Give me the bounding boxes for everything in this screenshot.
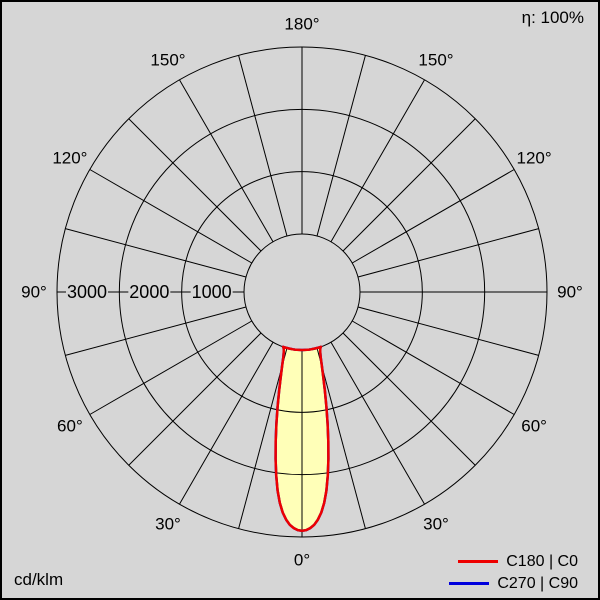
efficiency-label: η: 100% bbox=[521, 8, 584, 27]
angle-label: 60° bbox=[521, 417, 547, 436]
legend-line-blue-icon bbox=[449, 582, 490, 585]
angle-label: 180° bbox=[284, 15, 319, 34]
grid-spoke bbox=[65, 228, 247, 278]
grid-spoke bbox=[357, 228, 539, 278]
angle-label: 60° bbox=[57, 417, 83, 436]
legend-item-c180-c0: C180 | C0 bbox=[458, 552, 578, 571]
angle-label: 0° bbox=[294, 551, 310, 570]
angle-label: 120° bbox=[517, 149, 552, 168]
grid-hub-ring bbox=[243, 233, 361, 351]
grid-spoke bbox=[342, 332, 476, 466]
curve-c180-c0 bbox=[274, 345, 330, 533]
grid-spoke bbox=[65, 306, 247, 356]
grid-spoke bbox=[342, 118, 476, 252]
grid-spoke bbox=[128, 118, 262, 252]
radial-scale-label: 3000 bbox=[67, 282, 107, 302]
unit-label: cd/klm bbox=[14, 570, 64, 589]
radial-scale-label-bg bbox=[128, 284, 171, 300]
grid-spoke bbox=[357, 306, 539, 356]
angle-label: 30° bbox=[155, 515, 181, 534]
radial-scale-label: 2000 bbox=[129, 282, 169, 302]
grid-spoke bbox=[238, 55, 288, 237]
radial-scale-label-bg bbox=[190, 284, 233, 300]
grid-spoke bbox=[128, 332, 262, 466]
angle-label: 90° bbox=[21, 283, 47, 302]
legend-line-red-icon bbox=[458, 560, 499, 563]
angle-label: 150° bbox=[150, 50, 185, 69]
angle-label: 120° bbox=[52, 149, 87, 168]
legend-label-c180-c0: C180 | C0 bbox=[506, 553, 578, 570]
grid-spoke bbox=[179, 341, 274, 505]
radial-scale-label-bg bbox=[66, 284, 108, 300]
angle-label: 90° bbox=[557, 283, 583, 302]
grid-spoke bbox=[330, 341, 425, 505]
grid-spoke bbox=[316, 55, 366, 237]
grid-spoke bbox=[316, 347, 366, 529]
grid-spoke bbox=[351, 320, 515, 415]
angle-label: 150° bbox=[418, 50, 453, 69]
grid-spoke bbox=[179, 79, 274, 243]
grid-spoke bbox=[351, 169, 515, 264]
legend-label-c270-c90: C270 | C90 bbox=[497, 575, 578, 592]
grid-spoke bbox=[89, 169, 253, 264]
radial-scale-label: 1000 bbox=[192, 282, 232, 302]
legend: C180 | C0 C270 | C90 bbox=[449, 552, 578, 593]
grid-spoke bbox=[330, 79, 425, 243]
grid-spoke bbox=[238, 347, 288, 529]
legend-item-c270-c90: C270 | C90 bbox=[449, 574, 578, 593]
angle-label: 30° bbox=[423, 515, 449, 534]
grid-spoke bbox=[89, 320, 253, 415]
